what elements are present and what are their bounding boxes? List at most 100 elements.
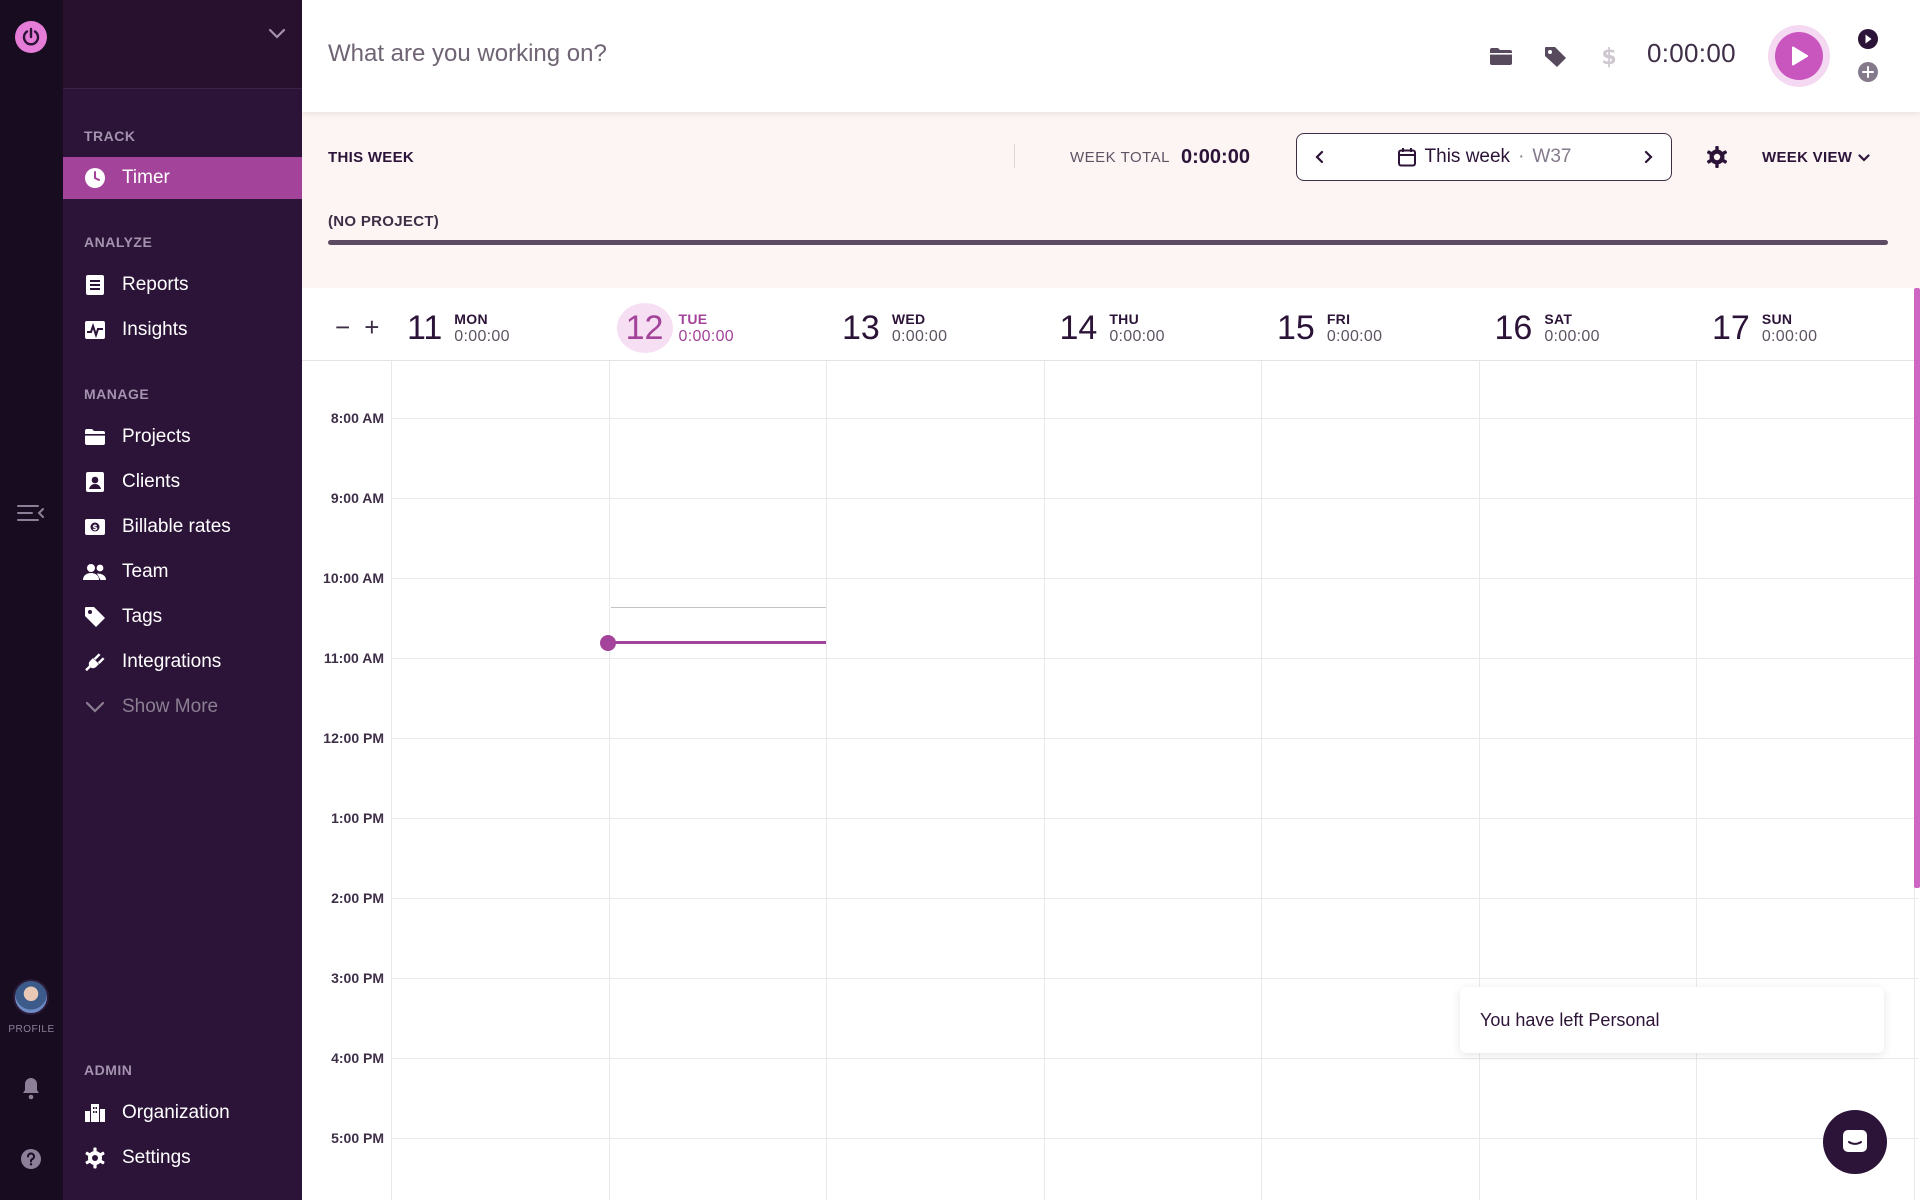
sidebar-item-label: Reports	[122, 274, 189, 295]
description-input[interactable]: What are you working on?	[328, 40, 607, 67]
day-header-sat[interactable]: 16 SAT 0:00:00	[1495, 308, 1600, 348]
day-total: 0:00:00	[1544, 328, 1600, 345]
sidebar-item-projects[interactable]: Projects	[63, 416, 302, 458]
time-label: 2:00 PM	[331, 890, 384, 906]
building-icon	[83, 1101, 107, 1125]
scrollbar[interactable]	[1914, 288, 1920, 888]
day-header-tue[interactable]: 12 TUE 0:00:00	[616, 303, 734, 353]
day-name: SAT	[1544, 311, 1573, 327]
day-number: 13	[842, 308, 880, 347]
sidebar-item-label: Tags	[122, 606, 163, 627]
day-number: 15	[1277, 308, 1315, 347]
day-name: SUN	[1761, 311, 1793, 327]
bell-icon[interactable]	[20, 1076, 42, 1100]
time-label: 10:00 AM	[323, 570, 384, 586]
sidebar-item-insights[interactable]: Insights	[63, 309, 302, 351]
calendar-icon	[1397, 148, 1416, 167]
day-total: 0:00:00	[891, 328, 948, 345]
day-total: 0:00:00	[454, 328, 510, 345]
sidebar-item-organization[interactable]: Organization	[63, 1092, 302, 1134]
section-label-admin: ADMIN	[84, 1062, 133, 1078]
help-icon[interactable]	[20, 1148, 42, 1170]
week-summary: THIS WEEK WEEK TOTAL 0:00:00 This week ·…	[302, 112, 1920, 288]
sidebar-item-billable-rates[interactable]: $ Billable rates	[63, 506, 302, 548]
day-total: 0:00:00	[1109, 328, 1165, 345]
section-label-manage: MANAGE	[84, 386, 150, 402]
section-label-analyze: ANALYZE	[84, 234, 153, 250]
sidebar-item-integrations[interactable]: Integrations	[63, 641, 302, 683]
collapse-sidebar-icon[interactable]	[16, 502, 46, 524]
sidebar-item-show-more[interactable]: Show More	[63, 686, 302, 728]
sidebar-item-label: Timer	[122, 167, 170, 188]
calendar-grid[interactable]: 8:00 AM 9:00 AM 10:00 AM 11:00 AM 12:00 PM 1:…	[302, 361, 1918, 1200]
day-column-divider	[1261, 361, 1262, 1200]
sidebar-item-label: Integrations	[122, 651, 222, 672]
timer-display: 0:00:00	[1647, 38, 1736, 68]
chat-support-button[interactable]	[1823, 1110, 1887, 1174]
sidebar: TRACK Timer ANALYZE Reports Insights MAN…	[63, 0, 302, 1200]
timer-bar: What are you working on? $ 0:00:00	[302, 0, 1920, 112]
sidebar-item-tags[interactable]: Tags	[63, 596, 302, 638]
view-selector[interactable]: WEEK VIEW	[1762, 149, 1870, 166]
day-header-mon[interactable]: 11 MON 0:00:00	[407, 308, 510, 348]
sidebar-item-label: Clients	[122, 471, 181, 492]
hour-line	[391, 738, 1918, 739]
sidebar-item-label: Projects	[122, 426, 191, 447]
clock-icon	[83, 166, 107, 190]
manual-mode-icon[interactable]	[1857, 61, 1879, 83]
chevron-left-icon	[1315, 150, 1324, 164]
tag-icon[interactable]	[1542, 44, 1568, 68]
billable-dollar-icon[interactable]: $	[1596, 44, 1622, 68]
sidebar-item-label: Settings	[122, 1147, 191, 1168]
folder-icon	[83, 425, 107, 449]
current-time-indicator	[608, 641, 826, 644]
power-logo-icon[interactable]	[15, 21, 47, 53]
hour-line	[391, 498, 1918, 499]
sidebar-item-label: Organization	[122, 1102, 230, 1123]
sidebar-item-timer[interactable]: Timer	[63, 157, 302, 199]
day-column-divider	[1696, 361, 1697, 1200]
zoom-out-button[interactable]: −	[335, 312, 351, 342]
insights-icon	[83, 318, 107, 342]
profile-label: PROFILE	[8, 1024, 55, 1035]
sidebar-item-label: Billable rates	[122, 516, 231, 537]
hour-line	[391, 418, 1918, 419]
day-column-divider	[826, 361, 827, 1200]
avatar[interactable]	[13, 979, 49, 1015]
day-header-thu[interactable]: 14 THU 0:00:00	[1060, 308, 1165, 348]
sidebar-item-clients[interactable]: Clients	[63, 461, 302, 503]
gear-icon[interactable]	[1705, 145, 1729, 169]
sidebar-item-reports[interactable]: Reports	[63, 264, 302, 306]
view-selector-label: WEEK VIEW	[1762, 149, 1853, 166]
start-timer-button[interactable]	[1768, 25, 1830, 87]
day-name: THU	[1109, 311, 1140, 327]
day-header-sun[interactable]: 17 SUN 0:00:00	[1712, 308, 1817, 348]
sidebar-item-label: Show More	[122, 696, 219, 717]
hour-line	[391, 578, 1918, 579]
time-label: 4:00 PM	[331, 1050, 384, 1066]
folder-icon[interactable]	[1488, 44, 1514, 68]
project-breakdown-bar	[328, 240, 1888, 245]
day-name: MON	[454, 311, 488, 327]
prev-week-button[interactable]	[1297, 133, 1343, 181]
zoom-in-button[interactable]: +	[364, 312, 380, 342]
hour-line	[391, 898, 1918, 899]
current-time-dot	[600, 635, 616, 651]
time-label: 9:00 AM	[330, 490, 384, 506]
sidebar-item-team[interactable]: Team	[63, 551, 302, 593]
next-week-button[interactable]	[1625, 133, 1671, 181]
chat-icon	[1843, 1130, 1867, 1152]
sidebar-item-label: Insights	[122, 319, 188, 340]
day-header-fri[interactable]: 15 FRI 0:00:00	[1277, 308, 1382, 348]
week-picker-label[interactable]: This week · W37	[1343, 146, 1625, 168]
project-breakdown-label: (NO PROJECT)	[328, 213, 440, 230]
workspace-switcher[interactable]	[63, 0, 302, 89]
day-header-wed[interactable]: 13 WED 0:00:00	[842, 308, 947, 348]
timer-mode-icon[interactable]	[1857, 28, 1879, 50]
day-number: 16	[1494, 308, 1533, 347]
play-icon	[1792, 46, 1808, 66]
time-label: 1:00 PM	[331, 810, 384, 826]
day-column-divider	[391, 361, 392, 1200]
sidebar-item-settings[interactable]: Settings	[63, 1137, 302, 1179]
week-picker-text: This week	[1424, 146, 1511, 167]
